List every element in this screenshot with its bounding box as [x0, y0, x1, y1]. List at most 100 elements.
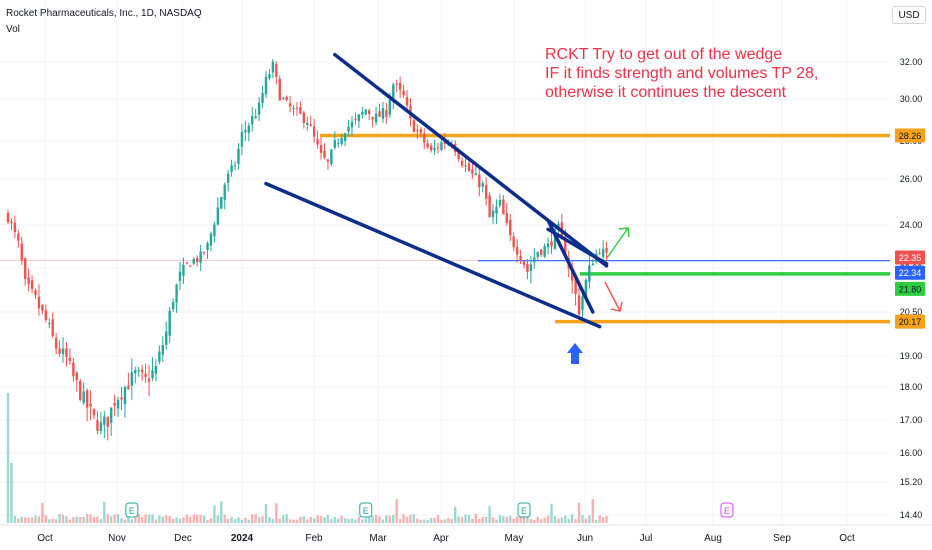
volume-bar — [189, 516, 192, 523]
time-tick-label: Apr — [433, 533, 449, 544]
currency-button[interactable]: USD — [892, 6, 926, 24]
volume-bar — [543, 517, 546, 523]
volume-bar — [130, 519, 134, 523]
candle-body — [533, 257, 536, 263]
volume-bar — [213, 505, 216, 523]
candle-body — [103, 416, 106, 425]
volume-bar — [247, 519, 250, 523]
volume-bar — [478, 519, 481, 523]
candle-body — [598, 252, 601, 254]
earnings-marker-label: E — [129, 506, 135, 516]
candle-body — [309, 124, 312, 126]
volume-bar — [357, 516, 361, 523]
up-arrow — [606, 227, 629, 259]
volume-bar — [68, 519, 72, 523]
volume-bar — [182, 517, 185, 523]
candle-body — [79, 380, 82, 401]
volume-bar — [85, 514, 89, 523]
candle-body — [433, 148, 436, 151]
volume-bar — [10, 463, 13, 523]
candle-body — [333, 140, 336, 148]
candle-body — [323, 150, 326, 158]
candle-body — [364, 109, 367, 115]
volume-bar — [330, 518, 333, 523]
candle-body — [502, 199, 505, 215]
volume-bar — [268, 516, 271, 523]
candle-body — [398, 83, 402, 90]
volume-bar — [371, 515, 374, 523]
candle-body — [154, 365, 158, 374]
volume-bar — [220, 501, 223, 523]
volume-bar — [368, 517, 371, 523]
volume-bar — [316, 515, 319, 523]
candle-body — [89, 403, 92, 407]
volume-bar — [471, 518, 474, 523]
candle-body — [113, 403, 116, 406]
volume-bar — [364, 518, 367, 523]
candle-body — [319, 144, 323, 153]
price-tag-label: 22.35 — [899, 253, 922, 263]
candle-body — [326, 159, 330, 162]
time-tick-label: Aug — [704, 533, 722, 544]
candle-body — [237, 148, 240, 165]
candle-body — [30, 280, 34, 289]
volume-bar — [546, 515, 550, 523]
time-axis: Oct Nov Dec 2024 Feb Mar Apr May Jun Jul Aug Sep Oct — [0, 524, 932, 544]
volume-bar — [278, 518, 281, 523]
earnings-marker — [359, 502, 373, 518]
volume-bar — [120, 518, 123, 523]
volume-bar — [326, 515, 330, 523]
candle-body — [581, 296, 584, 311]
candle-body — [402, 90, 405, 96]
earnings-marker-label: E — [724, 506, 730, 516]
candle-body — [226, 173, 230, 183]
volume-bar — [288, 519, 292, 523]
candle-body — [491, 210, 495, 217]
volume-bar — [24, 517, 27, 523]
annotation-line-3: otherwise it continues the descent — [545, 84, 787, 101]
candle-body — [416, 130, 419, 132]
volume-bar — [92, 516, 96, 523]
candle-body — [209, 233, 213, 246]
candle-body — [536, 251, 539, 257]
volume-bar — [123, 519, 127, 523]
volume-bar — [175, 517, 178, 523]
candle-body — [350, 121, 354, 128]
candle-body — [467, 163, 471, 171]
candle-body — [34, 290, 37, 295]
volume-bar — [309, 516, 312, 523]
candle-body — [75, 372, 78, 380]
volume-bar — [240, 519, 244, 523]
candle-body — [588, 265, 591, 282]
candle-body — [601, 249, 605, 257]
candle-body — [312, 126, 316, 137]
candle-body — [17, 233, 20, 241]
volume-bar — [505, 516, 508, 523]
volume-bar — [154, 519, 158, 523]
candle-body — [357, 114, 361, 122]
volume-bar — [275, 503, 278, 523]
price-tick-label: 14.40 — [900, 510, 923, 520]
earnings-marker-label: E — [363, 506, 369, 516]
volume-bar — [312, 518, 316, 523]
price-tick-label: 32.00 — [900, 57, 923, 67]
volume-bar — [82, 516, 85, 523]
candle-body — [134, 370, 137, 374]
volume-bar — [457, 516, 460, 523]
volume-bar — [398, 519, 402, 523]
candle-body — [374, 113, 378, 123]
time-tick-label: Jun — [577, 533, 593, 544]
candle-body — [306, 122, 309, 125]
candle-body — [44, 310, 48, 320]
volume-bar — [526, 516, 529, 523]
price-tag-label: 28.26 — [899, 131, 922, 141]
volume-bar — [299, 516, 302, 523]
volume-bar — [577, 502, 581, 523]
candle-body — [151, 370, 154, 379]
volume-bar — [192, 514, 195, 523]
volume-bar — [550, 503, 553, 523]
volume-bar — [34, 515, 37, 523]
volume-bar — [564, 515, 567, 523]
candle-body — [591, 263, 594, 266]
